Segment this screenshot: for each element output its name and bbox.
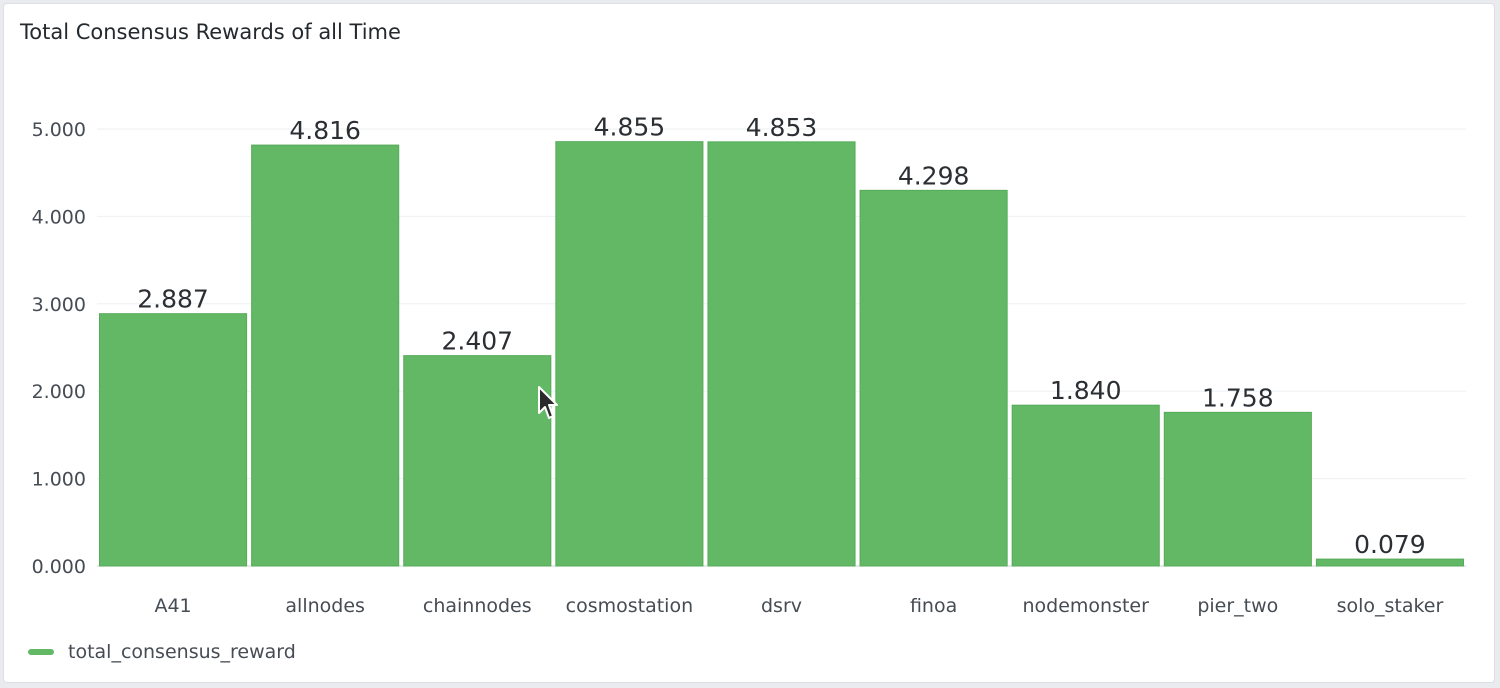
bar-chart: 0.000 1.000 2.000 3.000 4.000 5.000 2.887 4.81… (32, 113, 1466, 617)
y-axis: 0.000 1.000 2.000 3.000 4.000 5.000 (32, 119, 86, 578)
bar-A41[interactable] (99, 313, 248, 567)
value-label-dsrv: 4.853 (746, 113, 818, 142)
value-labels: 2.887 4.816 2.407 4.855 4.853 4.298 1.840 1.758… (137, 113, 1425, 559)
bar-allnodes[interactable] (251, 144, 400, 567)
legend[interactable]: total_consensus_reward (28, 641, 296, 663)
bar-dsrv[interactable] (707, 141, 856, 567)
bars (99, 141, 1465, 567)
x-tick-label-nodemonster: nodemonster (1022, 595, 1149, 617)
x-tick-label-chainnodes: chainnodes (423, 595, 532, 617)
bar-pier_two[interactable] (1163, 411, 1312, 567)
panel-title: Total Consensus Rewards of all Time (20, 20, 401, 44)
y-tick-label: 4.000 (32, 206, 86, 228)
value-label-A41: 2.887 (137, 285, 209, 314)
value-label-pier_two: 1.758 (1202, 383, 1274, 412)
value-label-allnodes: 4.816 (289, 116, 361, 145)
x-tick-label-finoa: finoa (910, 595, 957, 617)
y-tick-label: 5.000 (32, 119, 86, 141)
bar-cosmostation[interactable] (555, 141, 704, 567)
x-tick-label-allnodes: allnodes (285, 595, 365, 617)
y-tick-label: 3.000 (32, 294, 86, 316)
bar-finoa[interactable] (859, 189, 1008, 567)
chart-panel: Total Consensus Rewards of all Time 0.00… (3, 3, 1495, 683)
bar-solo_staker[interactable] (1315, 558, 1465, 567)
y-tick-label: 2.000 (32, 381, 86, 403)
x-tick-label-dsrv: dsrv (761, 595, 802, 617)
mouse-pointer-icon (538, 386, 558, 419)
value-label-nodemonster: 1.840 (1050, 376, 1122, 405)
value-label-chainnodes: 2.407 (441, 327, 513, 356)
bar-chainnodes[interactable] (403, 355, 552, 567)
y-tick-label: 0.000 (32, 556, 86, 578)
legend-label: total_consensus_reward (68, 641, 296, 663)
x-tick-label-solo_staker: solo_staker (1337, 595, 1444, 617)
x-tick-label-pier_two: pier_two (1197, 595, 1278, 617)
x-axis: A41 allnodes chainnodes cosmostation dsrv fin… (154, 595, 1443, 617)
value-label-finoa: 4.298 (898, 161, 970, 190)
legend-swatch (28, 649, 54, 655)
y-tick-label: 1.000 (32, 469, 86, 491)
x-tick-label-cosmostation: cosmostation (566, 595, 694, 617)
value-label-solo_staker: 0.079 (1354, 530, 1426, 559)
x-tick-label-A41: A41 (154, 595, 191, 617)
bar-nodemonster[interactable] (1011, 404, 1160, 567)
value-label-cosmostation: 4.855 (594, 113, 666, 142)
